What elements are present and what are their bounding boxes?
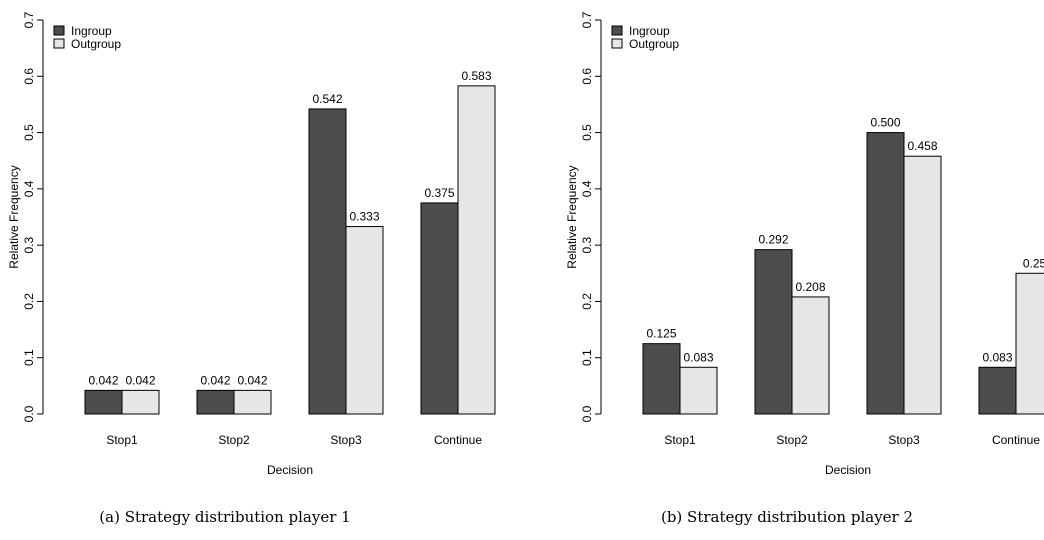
x-category-label: Stop2: [776, 433, 808, 447]
y-tick-label: 0.0: [580, 405, 594, 422]
bar-value-label: 0.042: [125, 373, 155, 387]
x-category-label: Continue: [434, 433, 482, 447]
y-tick-label: 0.6: [580, 68, 594, 85]
bar-outgroup-continue: [1015, 272, 1044, 415]
y-tick-label: 0.1: [580, 349, 594, 366]
legend-swatch-outgroup: [611, 38, 623, 49]
legend-swatch-outgroup: [53, 38, 65, 49]
figure-caption: (a) Strategy distribution player 1: [99, 508, 350, 526]
x-category-label: Stop1: [664, 433, 696, 447]
y-tick-label: 0.0: [22, 405, 36, 422]
bar-ingroup-continue: [978, 366, 1017, 415]
x-category-label: Stop2: [218, 433, 250, 447]
y-tick-label: 0.4: [580, 180, 594, 197]
bar-value-label: 0.25: [1023, 256, 1044, 270]
y-tick-label: 0.1: [22, 349, 36, 366]
bar-ingroup-stop3: [308, 108, 347, 415]
y-tick-label: 0.5: [22, 124, 36, 141]
bar-outgroup-stop3: [345, 226, 384, 415]
bar-ingroup-stop1: [642, 343, 681, 415]
bar-outgroup-stop3: [903, 155, 942, 415]
bar-outgroup-stop1: [121, 389, 160, 415]
bar-value-label: 0.375: [424, 186, 454, 200]
bar-value-label: 0.583: [461, 69, 491, 83]
bar-value-label: 0.042: [200, 373, 230, 387]
y-tick-label: 0.4: [22, 180, 36, 197]
legend-label: Ingroup: [71, 24, 112, 38]
bar-value-label: 0.083: [982, 350, 1012, 364]
legend-swatch-ingroup: [611, 25, 623, 36]
y-tick-label: 0.3: [22, 236, 36, 253]
bar-value-label: 0.125: [646, 327, 676, 341]
figure-caption: (b) Strategy distribution player 2: [661, 508, 913, 526]
bar-ingroup-stop2: [754, 249, 793, 415]
legend-label: Ingroup: [629, 24, 670, 38]
y-axis-label: Relative Frequency: [7, 165, 21, 268]
bar-outgroup-continue: [457, 85, 496, 415]
y-tick-label: 0.7: [22, 11, 36, 28]
y-tick-label: 0.7: [580, 11, 594, 28]
y-tick-label: 0.5: [580, 124, 594, 141]
bar-value-label: 0.083: [683, 350, 713, 364]
bar-ingroup-stop3: [866, 132, 905, 415]
chart-panel-2: 0.0 0.1 0.2 0.3 0.4 0.5 0.6 0.7 Relative Frequen…: [565, 11, 1044, 526]
bar-outgroup-stop1: [679, 366, 718, 415]
y-axis-label: Relative Frequency: [565, 165, 579, 268]
y-tick-label: 0.2: [22, 293, 36, 310]
bar-value-label: 0.042: [88, 373, 118, 387]
bar-value-label: 0.042: [237, 373, 267, 387]
x-category-label: Stop1: [106, 433, 138, 447]
bar-value-label: 0.292: [758, 233, 788, 247]
bar-ingroup-stop1: [84, 389, 123, 415]
bar-value-label: 0.500: [870, 116, 900, 130]
y-tick-label: 0.6: [22, 68, 36, 85]
y-tick-label: 0.2: [580, 293, 594, 310]
legend-label: Outgroup: [629, 37, 679, 51]
x-category-label: Stop3: [330, 433, 362, 447]
x-category-label: Continue: [992, 433, 1040, 447]
x-axis-label: Decision: [267, 463, 313, 477]
bar-value-label: 0.208: [795, 280, 825, 294]
bar-outgroup-stop2: [233, 389, 272, 415]
legend-swatch-ingroup: [53, 25, 65, 36]
bar-ingroup-continue: [420, 202, 459, 415]
bar-value-label: 0.458: [907, 139, 937, 153]
bar-ingroup-stop2: [196, 389, 235, 415]
legend-label: Outgroup: [71, 37, 121, 51]
bar-outgroup-stop2: [791, 296, 830, 415]
bar-value-label: 0.542: [312, 92, 342, 106]
chart-panel-1: 0.0 0.1 0.2 0.3 0.4 0.5 0.6 0.7 Relative Frequen…: [7, 11, 496, 526]
x-axis-label: Decision: [825, 463, 871, 477]
x-category-label: Stop3: [888, 433, 920, 447]
bar-value-label: 0.333: [349, 210, 379, 224]
y-tick-label: 0.3: [580, 236, 594, 253]
